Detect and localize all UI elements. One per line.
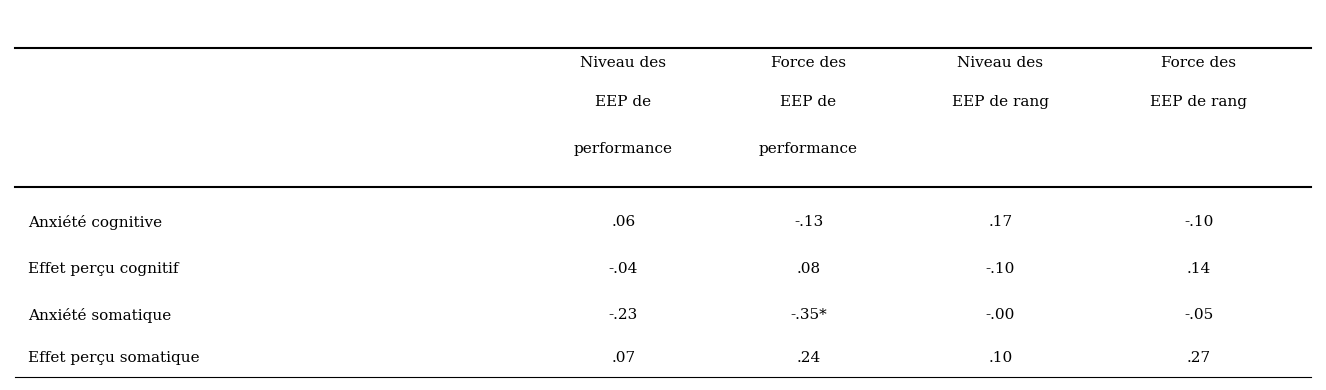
Text: -.04: -.04 xyxy=(609,262,638,276)
Text: EEP de: EEP de xyxy=(781,95,837,109)
Text: -.10: -.10 xyxy=(985,262,1016,276)
Text: EEP de: EEP de xyxy=(595,95,651,109)
Text: performance: performance xyxy=(574,142,672,156)
Text: -.00: -.00 xyxy=(985,308,1016,322)
Text: -.05: -.05 xyxy=(1184,308,1213,322)
Text: .07: .07 xyxy=(611,351,635,365)
Text: Effet perçu somatique: Effet perçu somatique xyxy=(28,351,199,365)
Text: .24: .24 xyxy=(797,351,821,365)
Text: .06: .06 xyxy=(611,215,635,229)
Text: Niveau des: Niveau des xyxy=(581,56,666,70)
Text: -.13: -.13 xyxy=(794,215,823,229)
Text: .10: .10 xyxy=(988,351,1013,365)
Text: .27: .27 xyxy=(1187,351,1211,365)
Text: .08: .08 xyxy=(797,262,821,276)
Text: performance: performance xyxy=(758,142,858,156)
Text: -.35*: -.35* xyxy=(790,308,827,322)
Text: Force des: Force des xyxy=(770,56,846,70)
Text: -.23: -.23 xyxy=(609,308,638,322)
Text: Effet perçu cognitif: Effet perçu cognitif xyxy=(28,262,179,276)
Text: EEP de rang: EEP de rang xyxy=(1151,95,1248,109)
Text: EEP de rang: EEP de rang xyxy=(952,95,1049,109)
Text: -.10: -.10 xyxy=(1184,215,1213,229)
Text: Force des: Force des xyxy=(1162,56,1236,70)
Text: Anxiété somatique: Anxiété somatique xyxy=(28,308,171,323)
Text: Niveau des: Niveau des xyxy=(957,56,1044,70)
Text: .14: .14 xyxy=(1187,262,1211,276)
Text: Anxiété cognitive: Anxiété cognitive xyxy=(28,215,162,230)
Text: .17: .17 xyxy=(988,215,1013,229)
